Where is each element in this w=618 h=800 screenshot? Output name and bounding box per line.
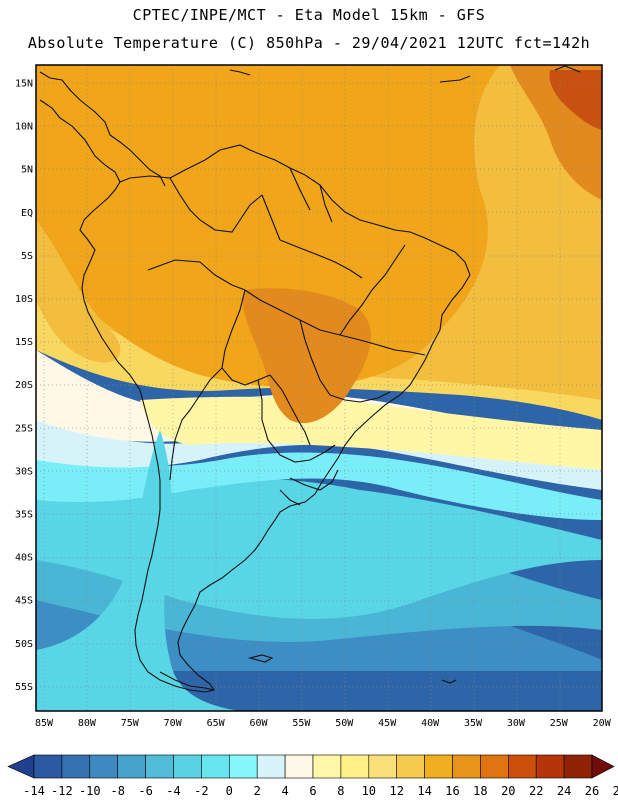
lat-label: 15S xyxy=(15,337,33,348)
map-title-line1: CPTEC/INPE/MCT - Eta Model 15km - GFS xyxy=(132,6,486,24)
longitude-labels: 85W 80W 75W 70W 65W 60W 55W 50W 45W 40W 35W 30W 25W 2… xyxy=(35,718,612,729)
lon-label: 20W xyxy=(593,718,612,729)
legend-tick-label: 28 xyxy=(613,784,618,798)
legend-swatch xyxy=(229,754,258,779)
field-pale-yellow xyxy=(140,396,602,470)
lon-label: 25W xyxy=(550,718,569,729)
lat-label: 5N xyxy=(21,165,33,176)
lon-label: 30W xyxy=(507,718,526,729)
legend-tick-label: 16 xyxy=(445,784,459,798)
lon-label: 40W xyxy=(421,718,440,729)
legend-tick-label: 4 xyxy=(281,784,288,798)
legend-tick-label: 10 xyxy=(362,784,376,798)
lon-label: 50W xyxy=(335,718,354,729)
lon-label: 75W xyxy=(121,718,140,729)
map-title-line2: Absolute Temperature (C) 850hPa - 29/04/… xyxy=(27,34,591,52)
lon-label: 60W xyxy=(249,718,268,729)
lon-label: 35W xyxy=(464,718,483,729)
lat-label: 25S xyxy=(15,423,33,434)
color-legend: -14 -12 -10 -8 -6 -4 -2 0 2 4 6 8 10 12 14 16 18 20 22 24 26… xyxy=(7,754,618,798)
lon-label: 45W xyxy=(378,718,397,729)
legend-tick-label: 22 xyxy=(529,784,543,798)
lat-label: 35S xyxy=(15,510,33,521)
lat-label: 50S xyxy=(15,639,33,650)
legend-tick-label: 26 xyxy=(585,784,599,798)
legend-tick-label: 12 xyxy=(389,784,403,798)
legend-tick-label: 20 xyxy=(501,784,515,798)
legend-swatch xyxy=(117,754,146,779)
lat-label: 45S xyxy=(15,596,33,607)
lat-label: 40S xyxy=(15,553,33,564)
legend-swatch xyxy=(201,754,230,779)
legend-swatch xyxy=(89,754,119,779)
lon-label: 65W xyxy=(207,718,226,729)
legend-tick-label: -4 xyxy=(166,784,180,798)
legend-swatch xyxy=(33,754,63,779)
legend-swatch xyxy=(507,754,537,779)
legend-swatch xyxy=(340,754,370,779)
legend-swatch xyxy=(145,754,174,779)
legend-arrow-right xyxy=(591,754,615,779)
legend-tick-label: 8 xyxy=(337,784,344,798)
legend-tick-label: -14 xyxy=(23,784,45,798)
field-light-cyan xyxy=(36,440,602,520)
lat-label: 5S xyxy=(21,251,33,262)
legend-tick-label: 18 xyxy=(473,784,487,798)
lon-label: 80W xyxy=(78,718,97,729)
legend-swatch xyxy=(312,754,342,779)
legend-tick-label: -12 xyxy=(51,784,73,798)
legend-swatch xyxy=(563,754,593,779)
lon-label: 70W xyxy=(164,718,183,729)
lat-label: EQ xyxy=(21,208,33,219)
field-pacific-light xyxy=(36,220,121,363)
legend-swatch xyxy=(61,754,91,779)
legend-tick-label: -6 xyxy=(138,784,152,798)
legend-tick-label: 2 xyxy=(254,784,261,798)
lon-label: 55W xyxy=(292,718,311,729)
map-frame xyxy=(35,64,603,712)
legend-tick-label: 0 xyxy=(226,784,233,798)
legend-swatch xyxy=(284,754,314,779)
lat-label: 10N xyxy=(15,122,33,133)
lat-label: 30S xyxy=(15,466,33,477)
lat-label: 10S xyxy=(15,294,33,305)
legend-tick-label: -2 xyxy=(194,784,208,798)
legend-swatch xyxy=(480,754,509,779)
legend-swatch xyxy=(368,754,397,779)
field-warm-deep-ne xyxy=(549,70,602,130)
temperature-field xyxy=(36,65,602,711)
lat-label: 15N xyxy=(15,79,33,90)
field-warm-orange xyxy=(36,65,500,387)
legend-tick-label: 6 xyxy=(309,784,316,798)
lat-label: 20S xyxy=(15,380,33,391)
legend-arrow-left xyxy=(7,754,35,779)
legend-swatch xyxy=(256,754,286,779)
latitude-labels: 15N 10N 5N EQ 5S 10S 15S 20S 25S 30S 35S 40S 45S 50S 5… xyxy=(15,79,33,693)
legend-swatch xyxy=(424,754,453,779)
lon-label: 85W xyxy=(35,718,54,729)
legend-tick-label: 14 xyxy=(417,784,431,798)
legend-swatch xyxy=(535,754,565,779)
legend-swatch xyxy=(452,754,481,779)
legend-swatch xyxy=(396,754,425,779)
lat-label: 55S xyxy=(15,682,33,693)
legend-tick-label: -8 xyxy=(110,784,124,798)
field-warm-dark-core xyxy=(242,288,371,424)
legend-swatch xyxy=(173,754,202,779)
field-cyan xyxy=(36,478,602,619)
field-andes-cold xyxy=(36,430,240,711)
legend-tick-label: -10 xyxy=(79,784,101,798)
coastlines-and-borders xyxy=(39,65,581,693)
legend-tick-label: 24 xyxy=(557,784,571,798)
